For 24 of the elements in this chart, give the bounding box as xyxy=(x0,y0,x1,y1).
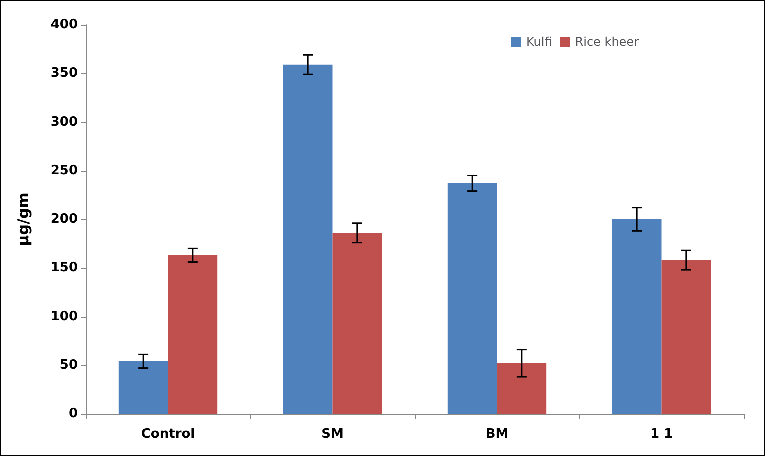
bar xyxy=(612,220,662,414)
y-tick-label: 50 xyxy=(60,358,78,373)
bar xyxy=(283,64,333,414)
bar xyxy=(662,260,712,414)
x-tick-label: BM xyxy=(486,427,509,442)
y-tick-label: 150 xyxy=(50,260,78,276)
bar xyxy=(448,184,498,414)
x-tick-label: 1 1 xyxy=(650,427,674,442)
bar xyxy=(332,233,382,414)
bar xyxy=(118,361,168,414)
y-tick-label: 400 xyxy=(50,18,78,32)
legend-label: Rice kheer xyxy=(575,35,640,49)
y-tick-label: 0 xyxy=(68,406,78,422)
bar xyxy=(497,363,547,414)
y-tick-label: 300 xyxy=(50,114,78,130)
x-tick-label: SM xyxy=(322,427,344,442)
y-tick-label: 350 xyxy=(50,66,78,82)
y-tick-label: 200 xyxy=(50,212,78,227)
bar xyxy=(168,255,218,414)
y-axis-title: µg/gm xyxy=(14,192,32,246)
y-tick-label: 100 xyxy=(50,309,78,324)
y-tick-label: 250 xyxy=(50,163,78,178)
legend-label: Kulfi xyxy=(526,35,552,49)
x-tick-label: Control xyxy=(141,427,196,442)
